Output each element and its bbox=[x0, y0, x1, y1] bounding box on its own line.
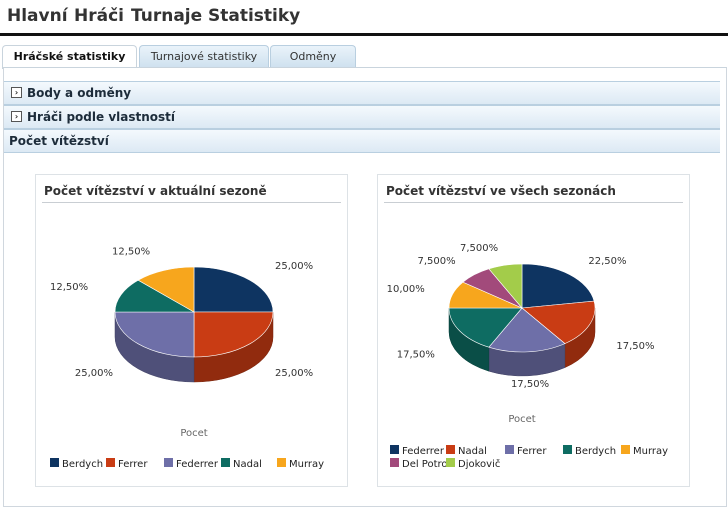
legend-swatch-berdych bbox=[50, 458, 59, 467]
pie-chart-all-seasons: 22,50% 17,50% 17,50% 17,50% 10,00% 7,500% 7,50… bbox=[387, 243, 668, 470]
legend-entry-ferrer: Ferrer bbox=[517, 446, 547, 457]
pie-slices bbox=[448, 263, 596, 353]
legend-entry-berdych: Berdych bbox=[575, 446, 616, 457]
accordion-pocet-vitezstvi[interactable]: Počet vítězství bbox=[4, 129, 720, 153]
pie-slice-federrer[interactable] bbox=[521, 263, 595, 309]
accordion-label: Body a odměny bbox=[27, 86, 132, 100]
divider bbox=[42, 202, 341, 203]
data-label-nadal: 17,50% bbox=[616, 341, 654, 352]
data-label-federrer: 22,50% bbox=[588, 256, 626, 267]
legend-swatch-ferrer bbox=[106, 458, 115, 467]
data-label-ferrer: 17,50% bbox=[511, 379, 549, 390]
legend-swatch-federrer bbox=[390, 445, 399, 454]
chart-card-all-seasons: Počet vítězství ve všech sezonách 22,50%… bbox=[377, 174, 690, 487]
legend-swatch-djokovic bbox=[446, 458, 455, 467]
divider bbox=[384, 202, 683, 203]
legend-entry-djokovic: Djokovič bbox=[458, 458, 500, 470]
data-label-nadal: 12,50% bbox=[50, 282, 88, 293]
pie-slice-djokovic[interactable] bbox=[488, 263, 523, 309]
pie-slice-ferrer[interactable] bbox=[193, 311, 274, 358]
legend-entry-murray: Murray bbox=[289, 459, 324, 470]
chart-title: Počet vítězství ve všech sezonách bbox=[386, 184, 616, 198]
legend-entry-nadal: Nadal bbox=[458, 446, 487, 457]
pie-slice-berdych[interactable] bbox=[448, 307, 523, 348]
legend-entry-nadal: Nadal bbox=[233, 459, 262, 470]
pie-slices bbox=[114, 266, 274, 358]
expand-arrow-icon[interactable]: › bbox=[11, 111, 22, 122]
accordion-body-a-odmeny[interactable]: › Body a odměny bbox=[4, 81, 720, 105]
tab-hracske-statistiky[interactable]: Hráčské statistiky bbox=[2, 45, 137, 69]
axis-label: Pocet bbox=[508, 414, 535, 425]
nav-item-hlavni[interactable]: Hlavní bbox=[7, 6, 68, 26]
legend: Federrer Nadal Ferrer Berdych Murray Del Potr… bbox=[390, 445, 668, 470]
pie-slice-berdych[interactable] bbox=[193, 266, 274, 313]
legend-swatch-murray bbox=[621, 445, 630, 454]
pie-slice-nadal[interactable] bbox=[114, 279, 196, 313]
pie-chart-current-season: 25,00% 25,00% 25,00% 12,50% 12,50% Pocet Berdy… bbox=[50, 247, 324, 470]
accordion-hraci-podle-vlastnosti[interactable]: › Hráči podle vlastností bbox=[4, 105, 720, 129]
accordion-label: Počet vítězství bbox=[9, 134, 109, 148]
legend-entry-del-potro: Del Potro bbox=[402, 459, 448, 470]
nav-item-statistiky[interactable]: Statistiky bbox=[208, 6, 301, 26]
legend-entry-berdych: Berdych bbox=[62, 459, 103, 470]
nav-item-turnaje[interactable]: Turnaje bbox=[131, 6, 203, 26]
legend-swatch-nadal bbox=[221, 458, 230, 467]
legend-entry-murray: Murray bbox=[633, 446, 668, 457]
data-label-djokovic: 7,500% bbox=[460, 243, 498, 254]
nav-item-hraci[interactable]: Hráči bbox=[74, 6, 124, 26]
legend-entry-ferrer: Ferrer bbox=[118, 459, 148, 470]
legend-swatch-federrer bbox=[164, 458, 173, 467]
data-label-berdych: 25,00% bbox=[275, 261, 313, 272]
pie-slice-murray[interactable] bbox=[137, 266, 195, 313]
data-label-berdych: 17,50% bbox=[397, 350, 435, 361]
data-label-murray: 10,00% bbox=[387, 284, 425, 295]
data-label-ferrer: 25,00% bbox=[275, 368, 313, 379]
pie-slice-ferrer[interactable] bbox=[488, 307, 566, 353]
tab-turnajove-statistiky[interactable]: Turnajové statistiky bbox=[139, 45, 269, 67]
top-navigation: Hlavní Hráči Turnaje Statistiky bbox=[0, 0, 728, 36]
legend-entry-federrer: Federrer bbox=[176, 459, 219, 470]
legend-swatch-murray bbox=[277, 458, 286, 467]
axis-label: Pocet bbox=[180, 428, 207, 439]
legend-swatch-del-potro bbox=[390, 458, 399, 467]
chart-title: Počet vítězství v aktuální sezoně bbox=[44, 184, 267, 198]
data-label-murray: 12,50% bbox=[112, 247, 150, 258]
tab-bar: Hráčské statistiky Turnajové statistiky … bbox=[0, 45, 728, 69]
expand-arrow-icon[interactable]: › bbox=[11, 87, 22, 98]
pie-slice-nadal[interactable] bbox=[521, 300, 596, 344]
data-label-federrer: 25,00% bbox=[75, 368, 113, 379]
legend-entry-federrer: Federrer bbox=[402, 446, 445, 457]
legend-swatch-berdych bbox=[563, 445, 572, 454]
legend-swatch-ferrer bbox=[505, 445, 514, 454]
data-label-del-potro: 7,500% bbox=[417, 256, 455, 267]
accordion-label: Hráči podle vlastností bbox=[27, 110, 176, 124]
legend-swatch-nadal bbox=[446, 445, 455, 454]
legend: Berdych Ferrer Federrer Nadal Murray bbox=[50, 458, 324, 470]
chart-card-current-season: Počet vítězství v aktuální sezoně 25,00%… bbox=[35, 174, 348, 487]
tab-odmeny[interactable]: Odměny bbox=[270, 45, 356, 67]
pie-slice-federrer[interactable] bbox=[114, 311, 195, 358]
